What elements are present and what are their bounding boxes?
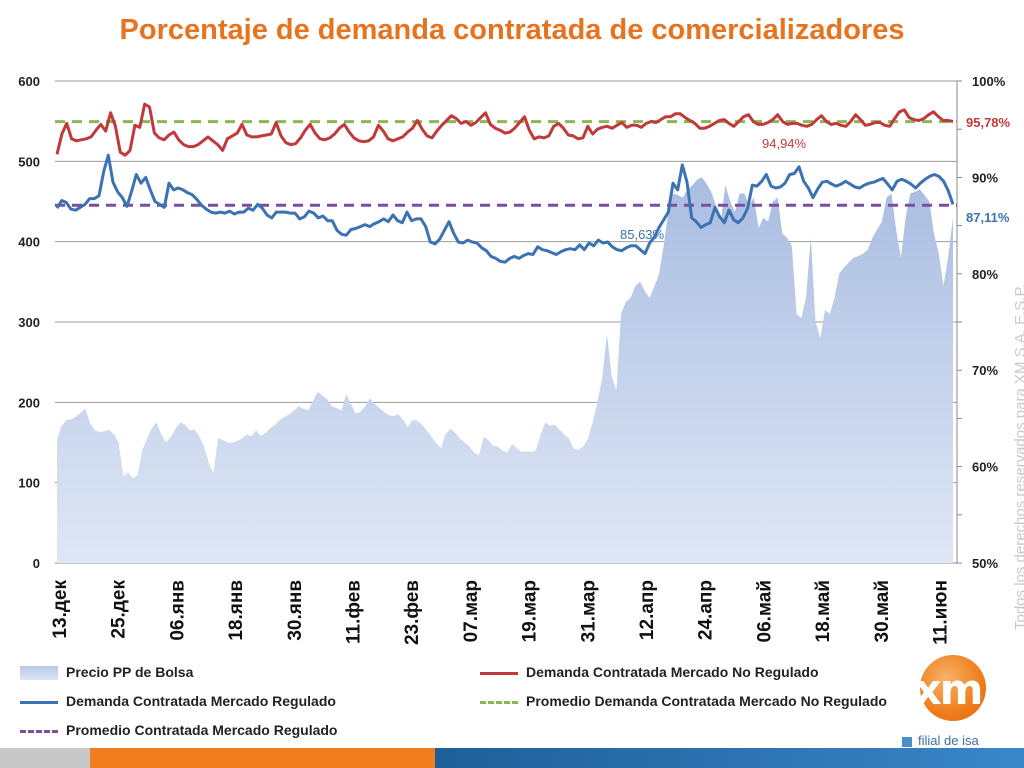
x-tick-label: 23.фев: [402, 580, 423, 645]
legend-label: Promedio Demanda Contratada Mercado No R…: [526, 693, 887, 709]
legend-item-precio: Precio PP de Bolsa: [20, 664, 193, 684]
x-tick-label: 24.апр: [696, 580, 717, 640]
xm-logo: xm: [898, 655, 998, 745]
legend-swatch-dash: [480, 700, 518, 704]
annotation-label: 85,63%: [620, 227, 665, 242]
x-tick-label: 31.мар: [578, 580, 599, 642]
x-tick-label: 07.мар: [461, 580, 482, 642]
x-tick-label: 11.фев: [344, 580, 365, 644]
chart-title: Porcentaje de demanda contratada de come…: [119, 14, 905, 46]
legend-swatch-area: [20, 666, 58, 681]
filial-de-isa: filial de isa: [902, 733, 979, 748]
y-left-tick-label: 0: [33, 556, 40, 571]
legend-item-regulado: Demanda Contratada Mercado Regulado: [20, 693, 336, 713]
footer-bar-blue: [435, 748, 1024, 768]
logo-circle: [920, 655, 986, 721]
legend-item-promedio-no-regulado: Promedio Demanda Contratada Mercado No R…: [480, 693, 887, 713]
annotation-label: 94,94%: [762, 136, 807, 151]
y-left-tick-label: 400: [18, 235, 40, 250]
legend-swatch-line: [20, 700, 58, 704]
legend-swatch-line: [480, 671, 518, 675]
y-right-tick-label: 60%: [972, 460, 998, 475]
footer-color-bar: [0, 748, 1024, 768]
legend-item-promedio-regulado: Promedio Contratada Mercado Regulado: [20, 722, 337, 742]
y-left-tick-label: 200: [18, 395, 40, 410]
legend-label: Demanda Contratada Mercado No Regulado: [526, 664, 819, 680]
footer-bar-gray: [0, 748, 90, 768]
y-left-tick-label: 300: [18, 315, 40, 330]
legend-label: Demanda Contratada Mercado Regulado: [66, 693, 336, 709]
y-right-tick-label: 100%: [972, 74, 1006, 89]
legend-label: Promedio Contratada Mercado Regulado: [66, 722, 338, 738]
legend-label: Precio PP de Bolsa: [66, 664, 194, 680]
series-line-no-regulado: [55, 102, 954, 157]
x-tick-label: 30.май: [872, 580, 893, 642]
x-tick-label: 30.янв: [285, 580, 306, 641]
y-left-tick-label: 500: [18, 154, 40, 169]
filial-label: filial de isa: [918, 733, 979, 748]
y-right-tick-label: 50%: [972, 556, 998, 571]
legend-swatch-dash: [20, 729, 58, 733]
filial-square-icon: [902, 736, 912, 747]
y-left-tick-label: 600: [18, 74, 40, 89]
x-tick-label: 18.янв: [226, 580, 247, 641]
x-tick-label: 18.май: [813, 580, 834, 642]
logo-text: xm: [914, 665, 984, 714]
y-right-tick-label: 90%: [972, 170, 998, 185]
x-tick-label: 19.мар: [520, 580, 541, 642]
legend-item-no-regulado: Demanda Contratada Mercado No Regulado: [480, 664, 819, 684]
x-tick-label: 25.дек: [109, 580, 130, 639]
x-tick-label: 13.дек: [50, 580, 71, 639]
x-tick-label: 12.апр: [637, 580, 658, 640]
series-area-precio-bolsa: [57, 177, 953, 563]
y-right-tick-label: 80%: [972, 267, 998, 282]
footer-bar-orange: [90, 748, 435, 768]
y-right-tick-label: 70%: [972, 363, 998, 378]
annotation-label: 87,11%: [966, 210, 1010, 225]
annotation-label: 95,78%: [966, 115, 1011, 130]
x-tick-label: 11.июн: [931, 580, 952, 645]
x-tick-label: 06.янв: [167, 580, 188, 641]
y-left-tick-label: 100: [18, 476, 40, 491]
series-line-regulado: [55, 153, 955, 264]
x-tick-label: 06.май: [754, 580, 775, 642]
copyright-watermark: Todos los derechos reservados para XM S.…: [1012, 284, 1024, 630]
chart-canvas: 0 100 200 300 400 500 600 50% 60% 70% 80% 90% 100% 13…: [18, 74, 1011, 645]
